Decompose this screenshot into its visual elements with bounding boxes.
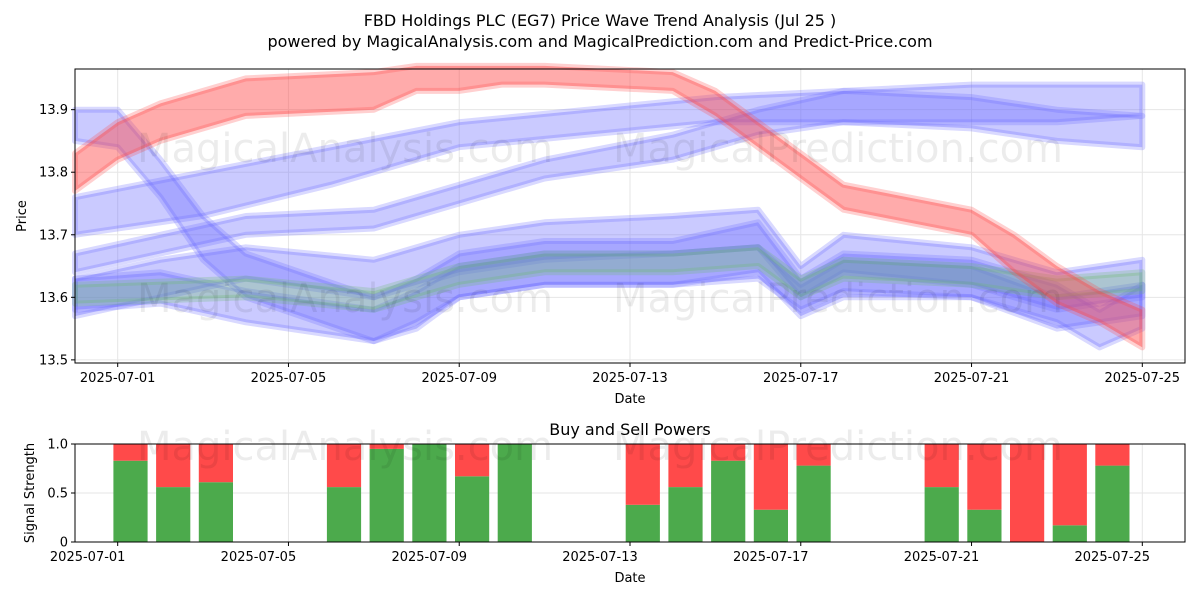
blue-wave-3-band bbox=[72, 206, 1146, 320]
buy-bar bbox=[753, 509, 788, 542]
sell-bar bbox=[113, 444, 148, 461]
signal-x-tick-label: 2025-07-25 bbox=[1075, 550, 1151, 565]
signal-x-axis-label: Date bbox=[614, 571, 645, 586]
price-y-tick-label: 13.9 bbox=[39, 103, 68, 118]
blue-wave-2-band bbox=[72, 87, 1146, 238]
signal-x-tick-label: 2025-07-17 bbox=[733, 550, 809, 565]
blue-wave-5-band bbox=[72, 244, 1146, 345]
sell-bar bbox=[1052, 444, 1087, 526]
sell-bar bbox=[455, 444, 490, 477]
price-chart: MagicalAnalysis.com MagicalPrediction.co… bbox=[15, 62, 1186, 407]
price-grid bbox=[75, 69, 1185, 363]
buy-bar bbox=[668, 487, 703, 542]
signal-y-tick-label: 0.5 bbox=[47, 487, 68, 502]
buy-bar bbox=[711, 460, 746, 542]
price-y-axis-label: Price bbox=[15, 200, 30, 232]
price-x-tick-label: 2025-07-21 bbox=[934, 371, 1010, 386]
signal-y-axis-label: Signal Strength bbox=[23, 443, 38, 543]
buy-bar bbox=[625, 504, 660, 542]
buy-bar bbox=[156, 487, 191, 542]
sell-bar bbox=[711, 444, 746, 461]
signal-y-tick-label: 1.0 bbox=[47, 438, 68, 453]
buy-bar bbox=[497, 444, 532, 542]
sell-bar bbox=[326, 444, 362, 488]
watermark-right-top: MagicalPrediction.com bbox=[613, 126, 1063, 172]
watermark-right-bottom: MagicalPrediction.com bbox=[613, 424, 1063, 470]
price-x-tick-label: 2025-07-17 bbox=[763, 371, 839, 386]
red-wave-band bbox=[72, 62, 1146, 351]
buy-bar bbox=[967, 509, 1002, 542]
buy-bar bbox=[924, 487, 959, 542]
buy-bar bbox=[796, 465, 831, 542]
green-wave-band bbox=[72, 244, 1146, 313]
price-x-axis-label: Date bbox=[614, 392, 645, 407]
price-y-tick-label: 13.6 bbox=[39, 291, 68, 306]
watermark-left-mid: MagicalAnalysis.com bbox=[137, 276, 553, 322]
blue-wave-4-band bbox=[72, 106, 1146, 351]
sell-bar bbox=[753, 444, 788, 510]
signal-y-tick-label: 0 bbox=[60, 536, 68, 551]
signal-x-tick-label: 2025-07-21 bbox=[904, 550, 980, 565]
price-y-tick-label: 13.5 bbox=[39, 353, 68, 368]
chart-subtitle: powered by MagicalAnalysis.com and Magic… bbox=[267, 32, 932, 51]
buy-bar bbox=[198, 482, 233, 542]
buy-bar bbox=[1052, 525, 1087, 542]
sell-bar bbox=[625, 444, 660, 505]
signal-x-tick-label: 2025-07-13 bbox=[562, 550, 638, 565]
signal-chart-title: Buy and Sell Powers bbox=[549, 420, 711, 439]
sell-bar bbox=[796, 444, 831, 466]
watermark-left-top: MagicalAnalysis.com bbox=[137, 126, 553, 172]
watermark-right-mid: MagicalPrediction.com bbox=[613, 276, 1063, 322]
price-waves bbox=[72, 62, 1146, 351]
watermark-left-bottom: MagicalAnalysis.com bbox=[137, 424, 553, 470]
sell-bar bbox=[369, 444, 404, 449]
buy-bar bbox=[1095, 465, 1130, 542]
sell-bar bbox=[156, 444, 191, 488]
sell-bar bbox=[924, 444, 959, 488]
signal-x-tick-label: 2025-07-01 bbox=[50, 550, 126, 565]
price-x-tick-label: 2025-07-01 bbox=[80, 371, 156, 386]
buy-bar bbox=[113, 460, 148, 542]
buy-bar bbox=[455, 476, 490, 542]
price-axis-ticks: 2025-07-01 2025-07-05 2025-07-09 2025-07-13… bbox=[39, 103, 1180, 386]
signal-x-tick-label: 2025-07-09 bbox=[391, 550, 467, 565]
signal-chart: Buy and Sell Powers MagicalAnalysis.com … bbox=[23, 420, 1186, 586]
sell-bar bbox=[668, 444, 703, 488]
buy-bar bbox=[326, 487, 362, 542]
sell-bar bbox=[198, 444, 233, 483]
price-y-tick-label: 13.8 bbox=[39, 166, 68, 181]
price-x-tick-label: 2025-07-13 bbox=[592, 371, 668, 386]
blue-wave-1-band bbox=[72, 81, 1146, 276]
sell-bar bbox=[1095, 444, 1130, 466]
sell-bar bbox=[967, 444, 1002, 510]
buy-bar bbox=[412, 444, 447, 542]
price-y-tick-label: 13.7 bbox=[39, 228, 68, 243]
buy-bar bbox=[369, 448, 404, 542]
chart-title: FBD Holdings PLC (EG7) Price Wave Trend … bbox=[364, 11, 837, 30]
signal-x-tick-label: 2025-07-05 bbox=[221, 550, 297, 565]
price-x-tick-label: 2025-07-25 bbox=[1105, 371, 1181, 386]
signal-axis-ticks: 2025-07-01 2025-07-05 2025-07-09 2025-07-13… bbox=[47, 438, 1150, 566]
sell-bar bbox=[1010, 444, 1045, 542]
price-x-tick-label: 2025-07-05 bbox=[251, 371, 327, 386]
price-x-tick-label: 2025-07-09 bbox=[421, 371, 497, 386]
signal-bars bbox=[113, 444, 1130, 542]
